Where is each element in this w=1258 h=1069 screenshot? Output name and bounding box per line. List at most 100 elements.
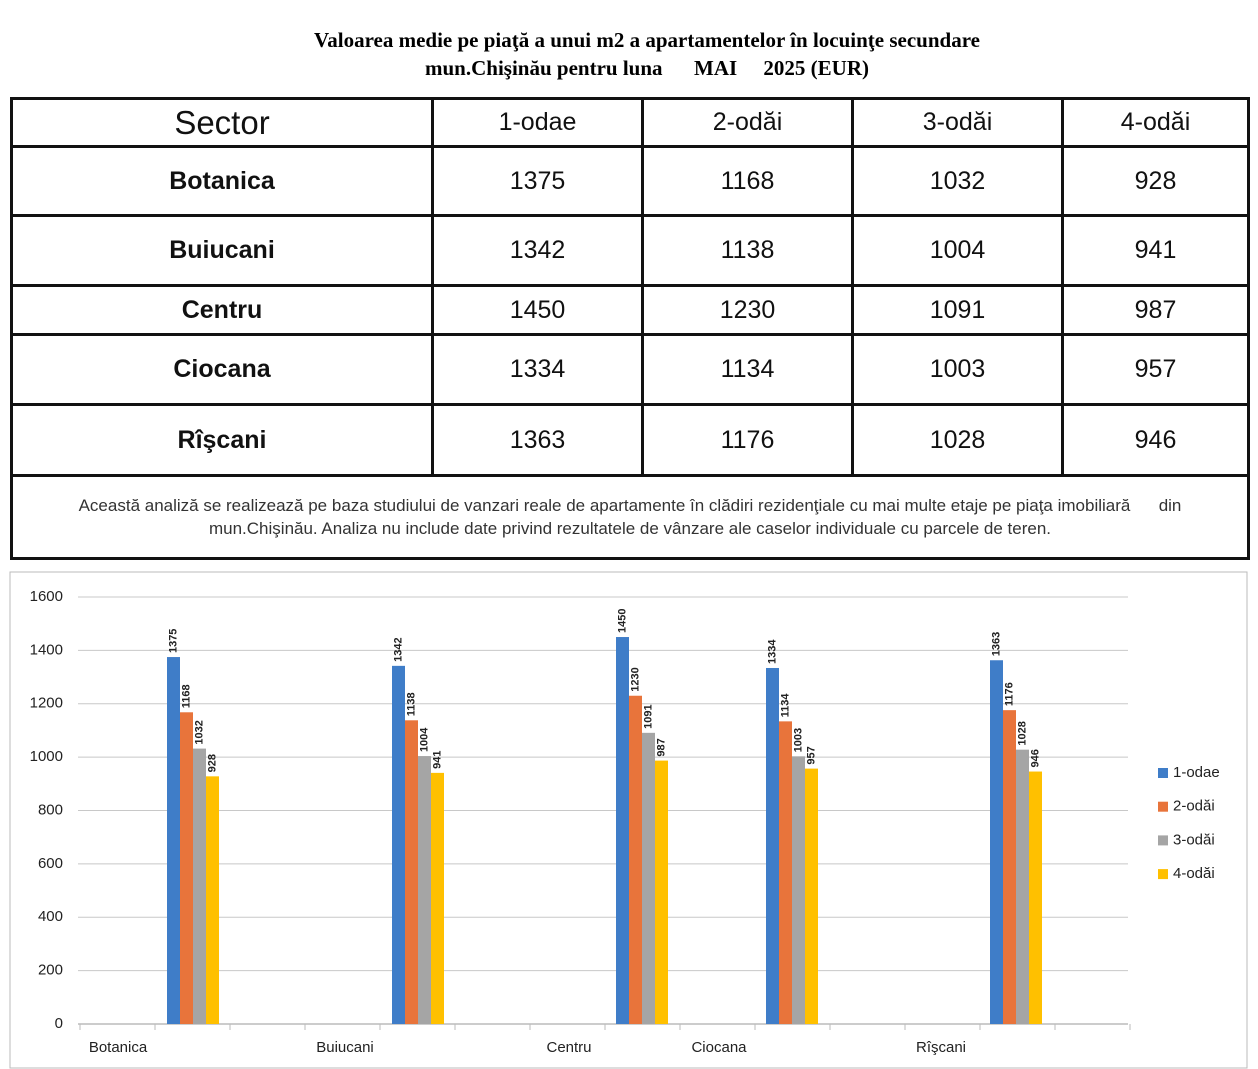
legend-label: 1-odae xyxy=(1173,764,1220,781)
cell: Buiucani xyxy=(10,214,434,287)
cell: 1168 xyxy=(641,145,854,217)
cell: 1230 xyxy=(641,284,854,336)
value-label: 1450 xyxy=(616,609,628,633)
legend-swatch xyxy=(1158,835,1168,846)
bar xyxy=(642,732,655,1024)
column-header: 3-odăi xyxy=(851,97,1064,148)
y-tick-label: 1600 xyxy=(30,588,63,605)
value-label: 987 xyxy=(655,738,667,756)
value-label: 1334 xyxy=(766,639,778,664)
legend-label: 3-odăi xyxy=(1173,831,1215,848)
cell: 1004 xyxy=(851,214,1064,287)
y-tick-label: 1400 xyxy=(30,641,63,658)
bar xyxy=(616,637,629,1024)
value-label: 1375 xyxy=(167,629,179,653)
cell: 1334 xyxy=(431,333,644,406)
cell: 1342 xyxy=(431,214,644,287)
bar xyxy=(1016,749,1029,1024)
table-row: Rîşcani 1363 1176 1028 946 xyxy=(10,403,1250,477)
table-row: Botanica 1375 1168 1032 928 xyxy=(10,145,1250,217)
cell: 1176 xyxy=(641,403,854,477)
cell: 957 xyxy=(1061,333,1250,406)
value-label: 1091 xyxy=(642,704,654,728)
value-label: 928 xyxy=(206,754,218,772)
y-tick-label: 600 xyxy=(38,855,63,872)
cell: 946 xyxy=(1061,403,1250,477)
cell: 987 xyxy=(1061,284,1250,336)
value-label: 1138 xyxy=(405,692,417,716)
chart-frame xyxy=(9,571,1248,1069)
note-row: Această analiză se realizează pe baza st… xyxy=(10,474,1250,560)
cell: 1363 xyxy=(431,403,644,477)
x-tick-label: Centru xyxy=(546,1039,591,1056)
bar xyxy=(779,721,792,1024)
bar xyxy=(193,748,206,1024)
x-tick-label: Botanica xyxy=(89,1039,148,1056)
note: Această analiză se realizează pe baza st… xyxy=(10,474,1250,560)
cell: 1134 xyxy=(641,333,854,406)
legend-swatch xyxy=(1158,869,1168,880)
bar xyxy=(1029,771,1042,1024)
cell: 1091 xyxy=(851,284,1064,336)
bar xyxy=(990,660,1003,1024)
cell: 1375 xyxy=(431,145,644,217)
column-header: Sector xyxy=(10,97,434,148)
bar xyxy=(180,712,193,1024)
bar xyxy=(405,720,418,1024)
header-row: Sector 1-odae 2-odăi 3-odăi 4-odăi xyxy=(10,97,1250,148)
x-tick-label: Ciocana xyxy=(691,1039,747,1056)
bar xyxy=(629,695,642,1024)
cell: 1032 xyxy=(851,145,1064,217)
column-header: 2-odăi xyxy=(641,97,854,148)
y-tick-label: 1200 xyxy=(30,695,63,712)
value-label: 1176 xyxy=(1003,682,1015,706)
bar xyxy=(805,768,818,1024)
y-tick-label: 1000 xyxy=(30,748,63,765)
title: mun.Chişinău pentru luna MAI 2025 (EUR) xyxy=(425,56,869,80)
cell: Rîşcani xyxy=(10,403,434,477)
y-tick-label: 800 xyxy=(38,801,63,818)
bar xyxy=(792,756,805,1024)
bar xyxy=(1003,710,1016,1024)
value-label: 1230 xyxy=(629,667,641,691)
cell: 1028 xyxy=(851,403,1064,477)
bar xyxy=(392,665,405,1024)
y-tick-label: 400 xyxy=(38,908,63,925)
x-tick-label: Rîşcani xyxy=(916,1039,966,1056)
value-label: 1363 xyxy=(990,632,1002,656)
value-label: 1028 xyxy=(1016,721,1028,745)
price-table: Sector 1-odae 2-odăi 3-odăi 4-odăi Botanica 13… xyxy=(10,97,1250,560)
legend-swatch xyxy=(1158,768,1168,778)
cell: 941 xyxy=(1061,214,1250,287)
value-label: 941 xyxy=(431,751,443,769)
legend-swatch xyxy=(1158,801,1168,812)
bar xyxy=(418,756,431,1024)
cell: 1138 xyxy=(641,214,854,287)
x-tick-label: Buiucani xyxy=(316,1039,374,1056)
table-row: Buiucani 1342 1138 1004 941 xyxy=(10,214,1250,287)
cell: Botanica xyxy=(10,145,434,217)
bar xyxy=(206,776,219,1024)
table-row: Centru 1450 1230 1091 987 xyxy=(10,284,1250,336)
y-tick-label: 200 xyxy=(38,962,63,979)
bar xyxy=(431,772,444,1024)
bar xyxy=(167,657,180,1024)
column-header: 4-odăi xyxy=(1061,97,1250,148)
cell: Ciocana xyxy=(10,333,434,406)
value-label: 946 xyxy=(1029,749,1041,767)
bar xyxy=(766,667,779,1024)
column-header: 1-odae xyxy=(431,97,644,148)
value-label: 1032 xyxy=(193,720,205,744)
value-label: 1003 xyxy=(792,728,804,752)
table-row: Ciocana 1334 1134 1003 957 xyxy=(10,333,1250,406)
value-label: 1342 xyxy=(392,637,404,661)
title: Valoarea medie pe piaţă a unui m2 a apar… xyxy=(314,28,980,52)
value-label: 1004 xyxy=(418,727,430,752)
legend-label: 4-odăi xyxy=(1173,865,1215,882)
cell: 1450 xyxy=(431,284,644,336)
value-label: 1134 xyxy=(779,693,791,718)
value-label: 957 xyxy=(805,746,817,764)
cell: 1003 xyxy=(851,333,1064,406)
